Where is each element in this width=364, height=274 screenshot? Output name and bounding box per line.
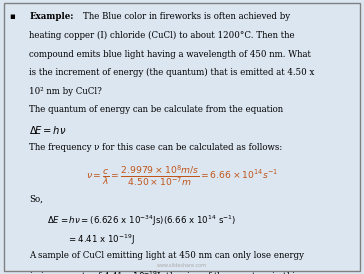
Text: 10² nm by CuCl?: 10² nm by CuCl? xyxy=(29,87,102,96)
Text: $\Delta\!E = h\nu$: $\Delta\!E = h\nu$ xyxy=(29,124,67,136)
Text: $\Delta E = h\nu= (6.626\ \mathrm{x}\ 10^{-34}\mathrm{Js})(6.66\ \mathrm{x}\ 10^: $\Delta E = h\nu= (6.626\ \mathrm{x}\ 10… xyxy=(47,213,237,228)
Text: compound emits blue light having a wavelength of 450 nm. What: compound emits blue light having a wavel… xyxy=(29,50,311,59)
FancyBboxPatch shape xyxy=(4,3,360,271)
Text: The Blue color in fireworks is often achieved by: The Blue color in fireworks is often ach… xyxy=(83,12,290,21)
Text: www.slideshare.com: www.slideshare.com xyxy=(157,263,207,268)
Text: The frequency ν for this case can be calculated as follows:: The frequency ν for this case can be cal… xyxy=(29,143,282,152)
Text: ▪: ▪ xyxy=(9,12,15,21)
Text: So,: So, xyxy=(29,195,43,204)
Text: Example:: Example: xyxy=(29,12,74,21)
Text: heating copper (I) chloride (CuCl) to about 1200°C. Then the: heating copper (I) chloride (CuCl) to ab… xyxy=(29,31,295,40)
Text: $\nu = \dfrac{c}{\lambda} = \dfrac{2.9979 \times 10^{8}m/s}{4.50 \times 10^{-7}m: $\nu = \dfrac{c}{\lambda} = \dfrac{2.997… xyxy=(86,163,278,188)
Text: is the increment of energy (the quantum) that is emitted at 4.50 x: is the increment of energy (the quantum)… xyxy=(29,68,314,77)
Text: in increments of 4.41 x $10^{-19}$J, the size of the quantum in this: in increments of 4.41 x $10^{-19}$J, the… xyxy=(29,269,301,274)
Text: The quantum of energy can be calculate from the equation: The quantum of energy can be calculate f… xyxy=(29,105,283,115)
Text: $= 4.41\ \mathrm{x}\ 10^{-19}\mathrm{J}$: $= 4.41\ \mathrm{x}\ 10^{-19}\mathrm{J}$ xyxy=(67,232,135,247)
Text: A sample of CuCl emitting light at 450 nm can only lose energy: A sample of CuCl emitting light at 450 n… xyxy=(29,251,304,260)
